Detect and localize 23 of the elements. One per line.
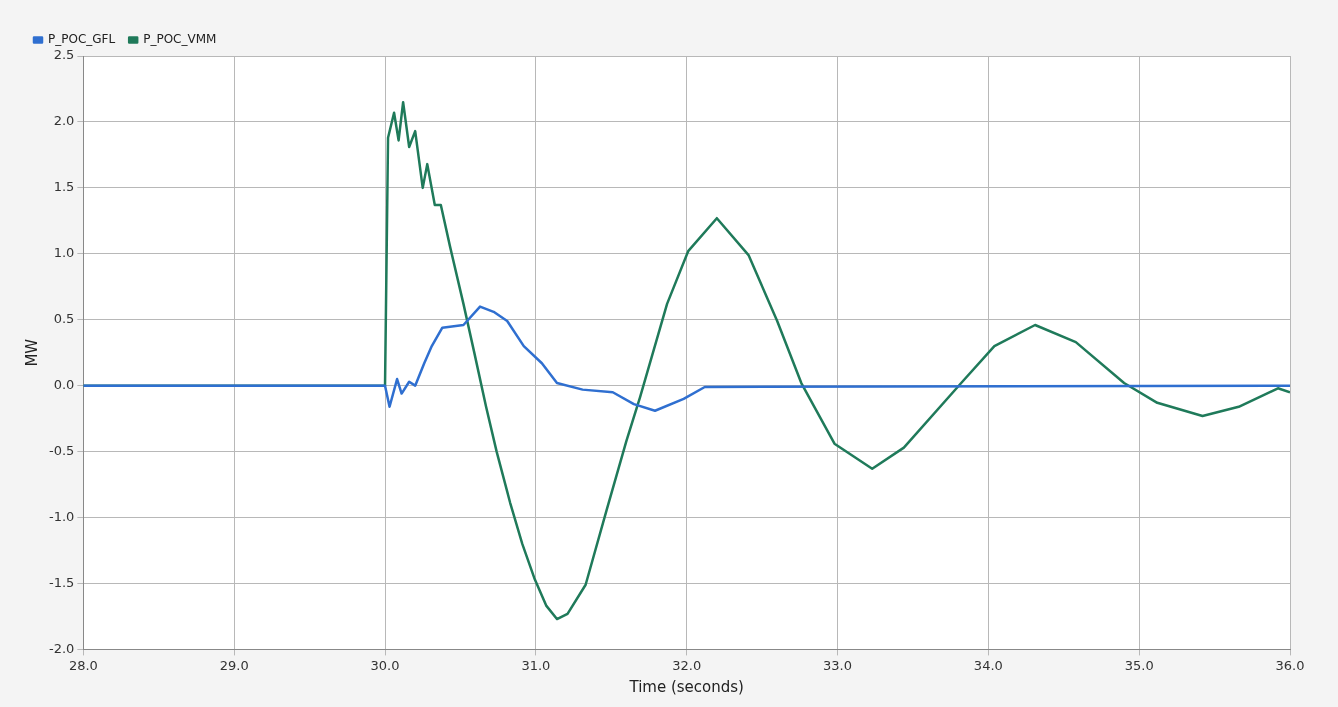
legend-label: P_POC_GFL [48, 32, 116, 47]
y-tick-label: 0.5 [53, 311, 75, 327]
x-tick-label: 32.0 [672, 657, 702, 673]
y-tick-label: 2.0 [53, 113, 75, 129]
y-tick-label: 1.0 [53, 245, 75, 261]
x-tick-label: 29.0 [219, 657, 249, 673]
x-tick-label: 31.0 [521, 657, 551, 673]
x-axis-title: Time (seconds) [628, 677, 744, 696]
y-axis-title: MW [22, 338, 41, 367]
x-tick-label: 34.0 [973, 657, 1003, 673]
x-tick-label: 30.0 [370, 657, 400, 673]
y-tick-label: -1.0 [48, 508, 75, 524]
legend-label: P_POC_VMM [143, 32, 217, 47]
x-tick-label: 35.0 [1124, 657, 1154, 673]
y-tick-label: 0.0 [53, 377, 75, 393]
x-tick-label: 36.0 [1275, 657, 1305, 673]
y-tick-label: -1.5 [48, 574, 75, 590]
y-tick-label: 1.5 [53, 179, 75, 195]
x-tick-label: 28.0 [68, 657, 98, 673]
y-tick-label: 2.5 [53, 47, 75, 63]
y-tick-label: -2.0 [48, 640, 75, 656]
y-tick-label: -0.5 [48, 442, 75, 458]
x-tick-label: 33.0 [823, 657, 852, 673]
